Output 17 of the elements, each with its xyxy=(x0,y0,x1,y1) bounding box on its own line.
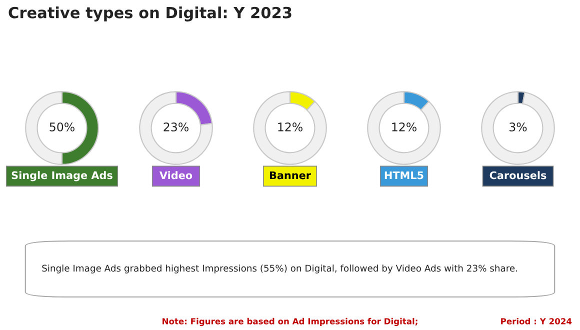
text: Video xyxy=(159,171,192,180)
text: Banner xyxy=(270,171,311,180)
text: Creative types on Digital: Y 2023 xyxy=(8,6,292,22)
data-label: 23% xyxy=(164,122,188,132)
donut-slice xyxy=(367,91,441,165)
data-label: 50% xyxy=(50,122,74,132)
text: Note: Figures are based on Ad Impressions for Digital; xyxy=(162,318,418,326)
donut-slice xyxy=(139,91,213,165)
text: Period : Y 2024 xyxy=(501,318,572,324)
text: Single Image Ads grabbed highest Impressions (55%) on Digital, followed by Video Ads with 23% share. xyxy=(42,264,517,274)
text: Carousels xyxy=(490,171,546,180)
text: HTML5 xyxy=(384,171,424,180)
data-label: 12% xyxy=(278,122,302,132)
data-label: 12% xyxy=(392,122,416,132)
data-label: 3% xyxy=(510,122,527,132)
text: Single Image Ads xyxy=(12,171,112,182)
donut-slice xyxy=(253,91,327,165)
